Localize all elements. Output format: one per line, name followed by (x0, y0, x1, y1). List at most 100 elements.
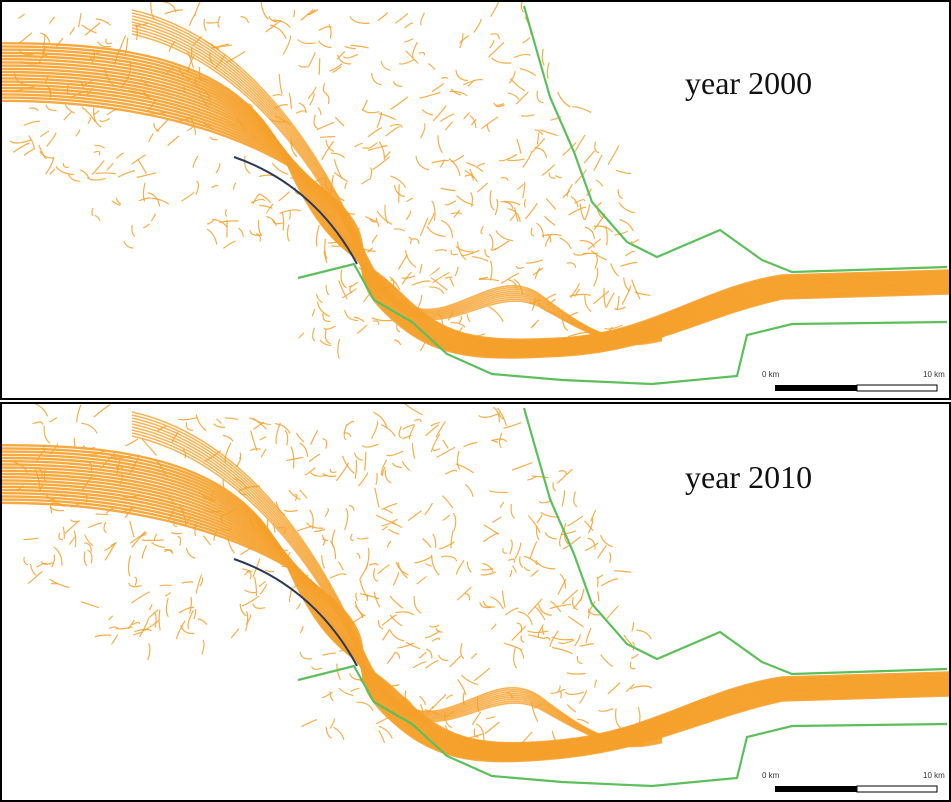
main-channel (2, 488, 949, 759)
flow-line (223, 241, 236, 249)
flow-line (516, 183, 524, 191)
flow-line (350, 687, 360, 692)
flow-line (453, 209, 461, 218)
map: year 2000 0 km 10 km (2, 2, 949, 392)
flow-line (38, 144, 47, 160)
flow-line (313, 114, 319, 129)
flow-line (550, 688, 566, 695)
flow-line (486, 124, 491, 133)
flow-line (378, 113, 397, 121)
flow-line (563, 522, 569, 545)
flow-line (286, 456, 304, 462)
flow-line (299, 651, 313, 660)
flow-line (395, 611, 415, 616)
flow-line (480, 571, 496, 576)
flow-line (466, 313, 471, 323)
flow-line (371, 72, 382, 86)
flow-line (95, 513, 109, 516)
flow-line (238, 227, 244, 237)
flow-line (431, 200, 436, 221)
flow-line (425, 630, 441, 639)
flow-line (561, 490, 566, 507)
flow-line (527, 598, 543, 615)
flow-line (381, 614, 398, 626)
flow-line (449, 90, 468, 97)
flow-line (444, 200, 457, 206)
flow-line (470, 652, 478, 660)
flow-line (310, 429, 319, 445)
flow-line (333, 726, 345, 740)
flow-line (141, 438, 157, 456)
flow-line (449, 277, 455, 287)
flow-line (555, 175, 562, 179)
flow-line (630, 685, 653, 690)
flow-line (404, 22, 414, 29)
flow-line (381, 518, 398, 527)
flow-line (387, 540, 392, 548)
flow-line (375, 217, 380, 227)
flow-line (490, 247, 498, 251)
flow-line (522, 37, 531, 44)
flow-line (360, 593, 380, 600)
flow-line (87, 549, 93, 564)
flow-line (411, 280, 431, 286)
flow-line (248, 417, 267, 430)
flow-line (529, 541, 538, 559)
flow-line (503, 422, 522, 429)
flow-line (530, 569, 539, 577)
flow-line (375, 514, 396, 525)
flow-line (432, 533, 437, 548)
flow-line (394, 339, 402, 346)
flow-line (252, 193, 260, 205)
flow-line (388, 528, 400, 535)
flow-line (338, 687, 354, 696)
flow-line (328, 24, 332, 39)
flow-line (484, 721, 500, 735)
flow-line (338, 280, 348, 300)
flow-line (134, 628, 152, 633)
flow-line (507, 158, 525, 162)
flow-line (504, 201, 514, 210)
flow-line (559, 237, 572, 250)
flow-line (81, 106, 96, 123)
flow-line (436, 446, 456, 458)
flow-line (476, 162, 486, 167)
flow-line (455, 245, 474, 253)
flow-line (377, 564, 390, 575)
flow-line (418, 264, 423, 274)
flow-line (431, 83, 445, 93)
flow-line (49, 506, 65, 512)
flow-line (48, 16, 56, 25)
flow-line (511, 462, 533, 471)
map-panel: year 2010 0 km 10 km (0, 402, 951, 802)
flow-line (373, 411, 388, 428)
flow-line (527, 475, 537, 481)
flow-line (367, 127, 383, 138)
flow-line (429, 267, 441, 276)
flow-line (584, 295, 592, 312)
flow-line (471, 711, 482, 726)
flow-line (141, 544, 148, 559)
flow-line (561, 530, 577, 536)
flow-line (523, 566, 531, 572)
flow-line (495, 104, 505, 108)
flow-line (217, 16, 221, 28)
flow-line (475, 723, 485, 742)
flow-line (449, 655, 462, 668)
flow-line (64, 521, 79, 535)
flow-line (488, 305, 504, 323)
flow-line (438, 654, 449, 661)
flow-line (120, 35, 127, 47)
flow-line (621, 285, 632, 305)
flow-line (450, 154, 465, 163)
flow-line (318, 25, 333, 32)
flow-line (632, 641, 635, 651)
flow-line (559, 530, 564, 547)
flow-line (416, 576, 427, 585)
flow-line (536, 222, 545, 238)
flow-line (353, 452, 363, 461)
flow-line (187, 51, 195, 69)
flow-line (348, 505, 355, 511)
flow-line (407, 510, 422, 522)
flow-line (432, 448, 441, 452)
